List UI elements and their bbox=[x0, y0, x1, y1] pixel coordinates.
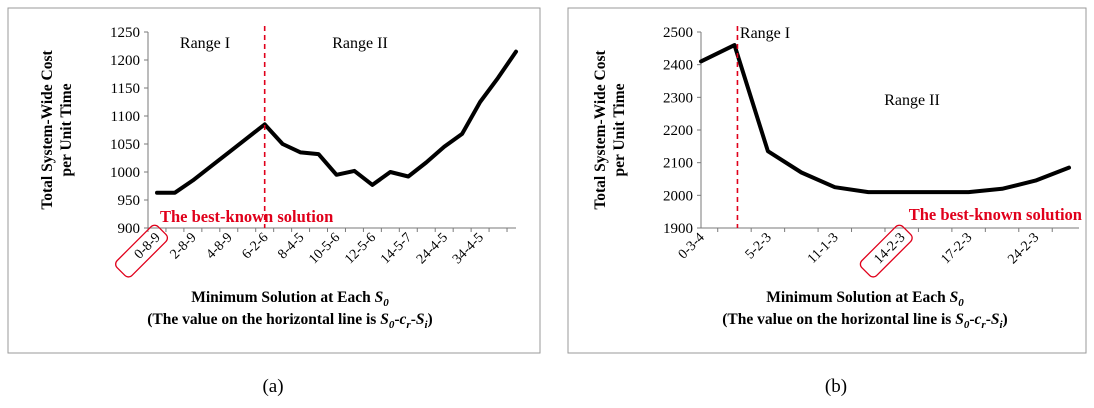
chart-b-x-tick-label: 5-2-3 bbox=[743, 230, 775, 262]
chart-a-range-2-label: Range II bbox=[332, 35, 388, 52]
chart-panel-b: 1900 2000 2100 2200 2300 2400 2500 0-3-4 5-2-3 11… bbox=[560, 0, 1094, 403]
chart-a-x-tick-label: 4-8-9 bbox=[204, 230, 236, 262]
chart-a-caption: (a) bbox=[262, 376, 283, 397]
chart-a-y-tick-label: 1200 bbox=[110, 53, 140, 69]
chart-b-x-subtitle: (The value on the horizontal line is S0-… bbox=[722, 311, 1007, 331]
chart-b-x-title: Minimum Solution at Each S0 bbox=[766, 289, 964, 309]
chart-b-x-tick-label: 24-2-3 bbox=[1005, 230, 1042, 267]
chart-a-y-tick-label: 1150 bbox=[111, 81, 140, 97]
chart-a-x-title: Minimum Solution at Each S0 bbox=[191, 289, 389, 309]
chart-a-x-tick-label: 14-5-7 bbox=[378, 230, 415, 267]
chart-b-range-2-label: Range II bbox=[884, 92, 940, 109]
chart-a-range-1-label: Range I bbox=[180, 35, 230, 52]
chart-a-x-tick-label: 10-5-6 bbox=[306, 230, 343, 267]
chart-b-range-1-label: Range I bbox=[740, 25, 790, 42]
chart-b-annotation: The best-known solution bbox=[909, 205, 1082, 224]
chart-b-caption: (b) bbox=[825, 376, 847, 397]
chart-b-y-tick-label: 2500 bbox=[663, 25, 693, 41]
chart-a-x-subtitle: (The value on the horizontal line is S0-… bbox=[147, 311, 432, 331]
chart-b-y-tick-label: 2200 bbox=[663, 123, 693, 139]
chart-a-y-tick-label: 900 bbox=[118, 221, 141, 237]
chart-a-x-tick-label: 2-8-9 bbox=[168, 230, 200, 262]
chart-a-y-tick-label: 1250 bbox=[110, 25, 140, 41]
chart-a-y-tick-label: 950 bbox=[118, 193, 141, 209]
chart-a-series-line bbox=[155, 49, 518, 195]
chart-b-y-tick-label: 2300 bbox=[663, 90, 693, 106]
chart-b-x-tick-label: 17-2-3 bbox=[938, 230, 975, 267]
chart-a-y-tick-label: 1050 bbox=[110, 137, 140, 153]
chart-b-y-tick-label: 2100 bbox=[663, 156, 693, 172]
chart-a-y-tick-label: 1000 bbox=[110, 165, 140, 181]
chart-a-x-tick-label: 12-5-6 bbox=[342, 230, 379, 267]
chart-a-x-tick-label: 8-4-5 bbox=[275, 230, 307, 262]
chart-a-x-tick-label: 24-4-5 bbox=[414, 230, 451, 267]
chart-b-y-tick-label: 1900 bbox=[663, 221, 693, 237]
chart-b-y-title: Total System-Wide Cost per Unit Time bbox=[592, 50, 628, 210]
chart-a-highlight-box bbox=[115, 224, 169, 278]
chart-b-highlight-box bbox=[859, 224, 913, 278]
chart-b-series-line bbox=[699, 43, 1071, 195]
chart-a-y-title: Total System-Wide Cost per Unit Time bbox=[39, 50, 75, 210]
chart-a-annotation: The best-known solution bbox=[160, 207, 333, 226]
chart-a-y-tick-label: 1100 bbox=[111, 109, 140, 125]
chart-b-y-tick-label: 2400 bbox=[663, 58, 693, 74]
chart-panel-a: 900 950 1000 1050 1100 1150 1200 1250 0-8-9 2-8-9… bbox=[0, 0, 548, 403]
chart-a-frame bbox=[7, 7, 541, 354]
chart-b-frame bbox=[567, 7, 1087, 354]
chart-a-x-tick-label: 6-2-6 bbox=[239, 230, 271, 262]
chart-b-y-tick-label: 2000 bbox=[663, 188, 693, 204]
chart-a-x-tick-label: 34-4-5 bbox=[450, 230, 487, 267]
chart-b-x-tick-label: 11-1-3 bbox=[805, 230, 842, 267]
